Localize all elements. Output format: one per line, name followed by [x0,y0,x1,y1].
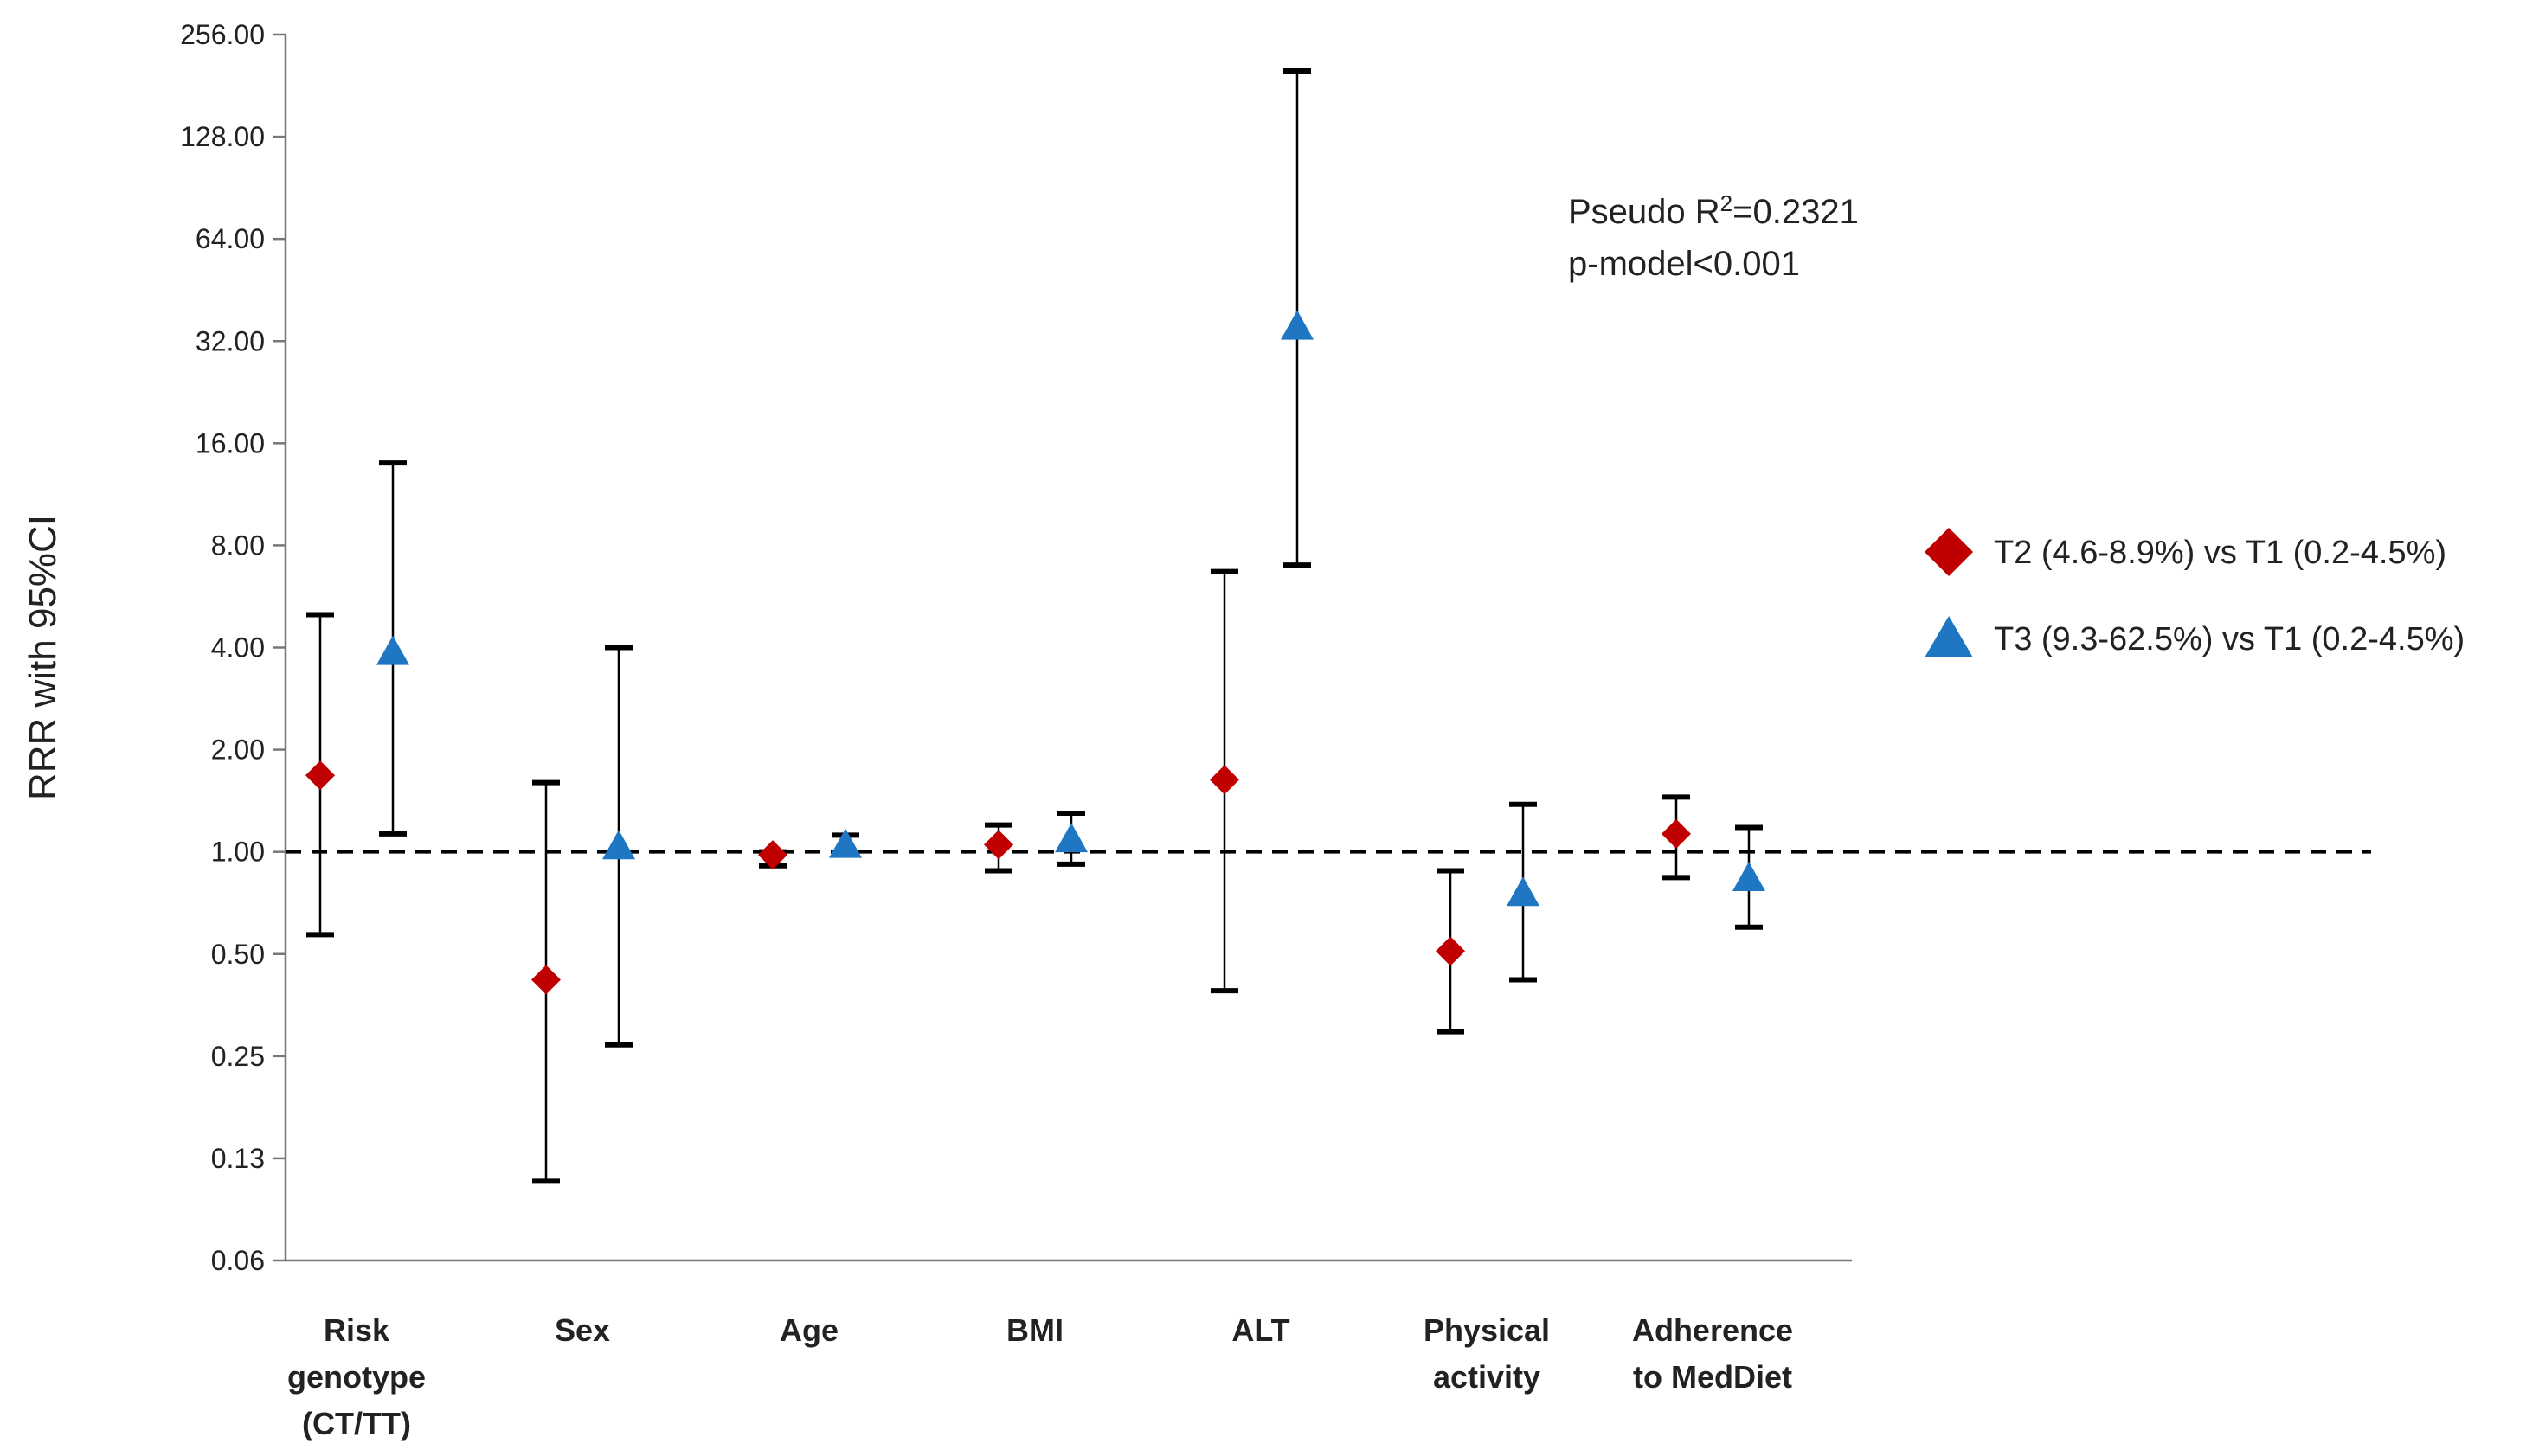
category-labels: Risk genotype (CT/TT) Sex Age BMI ALT Physical a… [287,1312,1793,1441]
marker-t3 [1055,823,1088,853]
y-tick-label: 0.06 [211,1245,265,1276]
category-label-line: activity [1433,1359,1540,1395]
category-label-line: BMI [1006,1312,1064,1348]
category-label: Risk genotype (CT/TT) [287,1312,426,1441]
data-markers [305,310,1765,995]
annotation-text: =0.2321 [1732,193,1859,231]
category-label: Adherence to MedDiet [1632,1312,1793,1395]
annotation-text: Pseudo R [1568,193,1720,231]
y-axis-title: RRR with 95%CI [22,515,64,800]
marker-t2 [305,760,335,791]
marker-t3 [376,635,409,665]
category-label-line: genotype [287,1359,426,1395]
category-label-line: Age [780,1312,839,1348]
category-label-line: Sex [555,1312,610,1348]
y-tick-label: 32.00 [196,325,265,356]
legend-label: T2 (4.6-8.9%) vs T1 (0.2-4.5%) [1994,535,2446,571]
category-label-line: to MedDiet [1633,1359,1792,1395]
category-label-line: Physical [1424,1312,1550,1348]
annotation-line: Pseudo R2=0.2321 [1568,190,1859,231]
legend: T2 (4.6-8.9%) vs T1 (0.2-4.5%) T3 (9.3-62… [1925,528,2465,657]
legend-label: T3 (9.3-62.5%) vs T1 (0.2-4.5%) [1994,621,2465,657]
marker-t2 [531,965,561,995]
marker-t2 [1436,936,1465,966]
y-tick-label: 0.25 [211,1041,265,1072]
category-label: Age [780,1312,839,1348]
annotation-superscript: 2 [1720,190,1732,216]
y-axis-ticks: 0.06 0.13 0.25 0.50 1.00 2.00 4.00 8.00 16.00 32.… [180,19,286,1276]
category-label: BMI [1006,1312,1064,1348]
legend-marker-t2 [1925,528,1973,576]
y-tick-label: 0.13 [211,1143,265,1174]
category-label: Sex [555,1312,610,1348]
y-tick-label: 128.00 [180,121,265,152]
model-annotation: Pseudo R2=0.2321 p-model<0.001 [1568,190,1859,283]
category-label-line: (CT/TT) [302,1406,411,1441]
category-label: ALT [1231,1312,1289,1348]
legend-marker-t3 [1925,616,1973,657]
category-label: Physical activity [1424,1312,1550,1395]
marker-t2 [984,830,1013,860]
category-label-line: Risk [324,1312,390,1348]
category-label-line: ALT [1231,1312,1289,1348]
marker-t3 [1281,310,1314,340]
marker-t2 [1210,765,1239,795]
y-tick-label: 256.00 [180,19,265,50]
marker-t2 [1662,818,1691,849]
annotation-text: p-model<0.001 [1568,245,1800,283]
y-tick-label: 64.00 [196,223,265,254]
y-tick-label: 2.00 [211,734,265,766]
marker-t3 [1507,876,1539,907]
category-label-line: Adherence [1632,1312,1793,1348]
marker-t2 [758,840,787,870]
annotation-line: p-model<0.001 [1568,245,1800,283]
marker-t3 [829,828,862,858]
marker-t3 [1732,862,1765,892]
error-bars [306,68,1763,1184]
marker-t3 [602,830,635,860]
y-tick-label: 16.00 [196,427,265,459]
y-tick-label: 0.50 [211,939,265,970]
y-tick-label: 1.00 [211,837,265,868]
y-tick-label: 8.00 [211,529,265,561]
y-tick-label: 4.00 [211,632,265,664]
